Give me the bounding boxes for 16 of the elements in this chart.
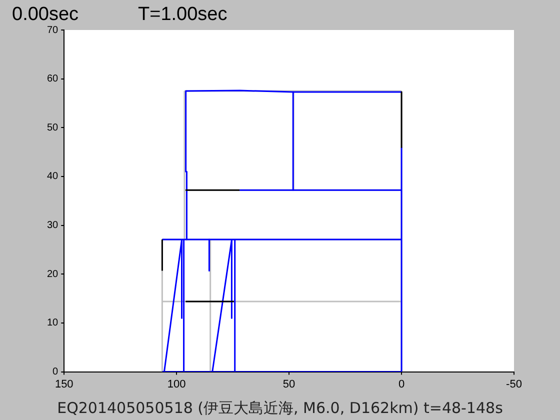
y-tick-label: 30 xyxy=(47,220,59,232)
chart-subtitle: T=1.00sec xyxy=(138,4,228,26)
y-tick-label: 10 xyxy=(47,318,59,329)
x-tick-label: 150 xyxy=(54,378,74,390)
x-tick-label: 100 xyxy=(167,378,186,390)
chart-title: 0.00sec xyxy=(12,4,79,26)
x-tick-label: 0 xyxy=(398,378,405,390)
x-tick-label: 50 xyxy=(282,378,296,390)
y-tick-label: 50 xyxy=(47,122,59,134)
y-tick-label: 20 xyxy=(47,268,59,280)
y-tick-label: 0 xyxy=(52,366,59,378)
x-axis-title: EQ201405050518 (伊豆大島近海, M6.0, D162km) t=48-148s xyxy=(56,399,504,418)
y-tick-label: 60 xyxy=(47,74,59,85)
y-tick-label: 70 xyxy=(47,24,59,36)
y-tick-label: 40 xyxy=(47,171,59,182)
x-tick-label: -50 xyxy=(506,378,522,390)
